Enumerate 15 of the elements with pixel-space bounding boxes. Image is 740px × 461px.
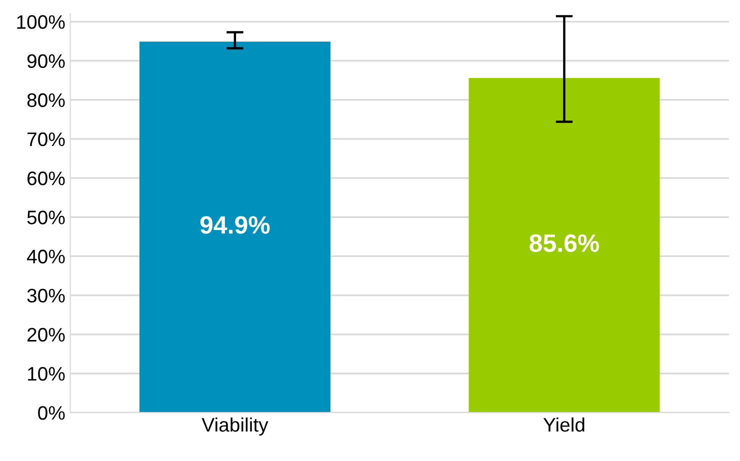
y-tick-label: 30%	[27, 288, 65, 303]
x-tick-label: Viability	[202, 417, 268, 436]
data-label: 94.9%	[200, 216, 270, 234]
y-tick-label: 10%	[28, 366, 65, 381]
y-tick-label: 20%	[28, 328, 65, 342]
data-label: 85.6%	[530, 234, 600, 252]
y-tick-label: 50%	[27, 210, 65, 224]
y-tick-label: 90%	[27, 54, 65, 68]
y-tick-label: 70%	[28, 132, 65, 146]
y-tick-label: 40%	[26, 250, 65, 264]
y-tick-label: 100%	[17, 15, 65, 29]
x-tick-label: Yield	[543, 417, 584, 432]
y-tick-label: 60%	[28, 171, 65, 186]
y-tick-label: 80%	[27, 93, 65, 108]
y-tick-label: 0%	[38, 406, 65, 420]
